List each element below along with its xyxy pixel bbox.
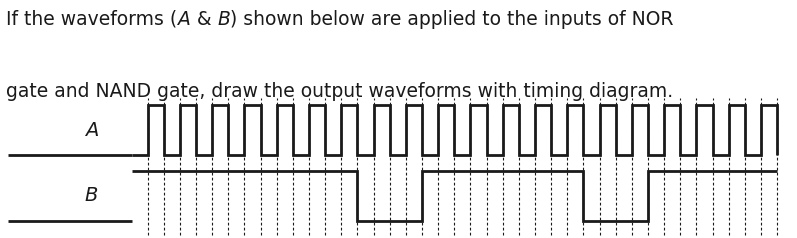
- Text: A: A: [85, 121, 98, 140]
- Text: ) shown below are applied to the inputs of NOR: ) shown below are applied to the inputs …: [230, 10, 673, 29]
- Text: A: A: [178, 10, 190, 29]
- Text: B: B: [85, 186, 98, 205]
- Text: &: &: [190, 10, 217, 29]
- Text: If the waveforms (: If the waveforms (: [6, 10, 178, 29]
- Text: gate and NAND gate, draw the output waveforms with timing diagram.: gate and NAND gate, draw the output wave…: [6, 82, 673, 101]
- Text: B: B: [217, 10, 230, 29]
